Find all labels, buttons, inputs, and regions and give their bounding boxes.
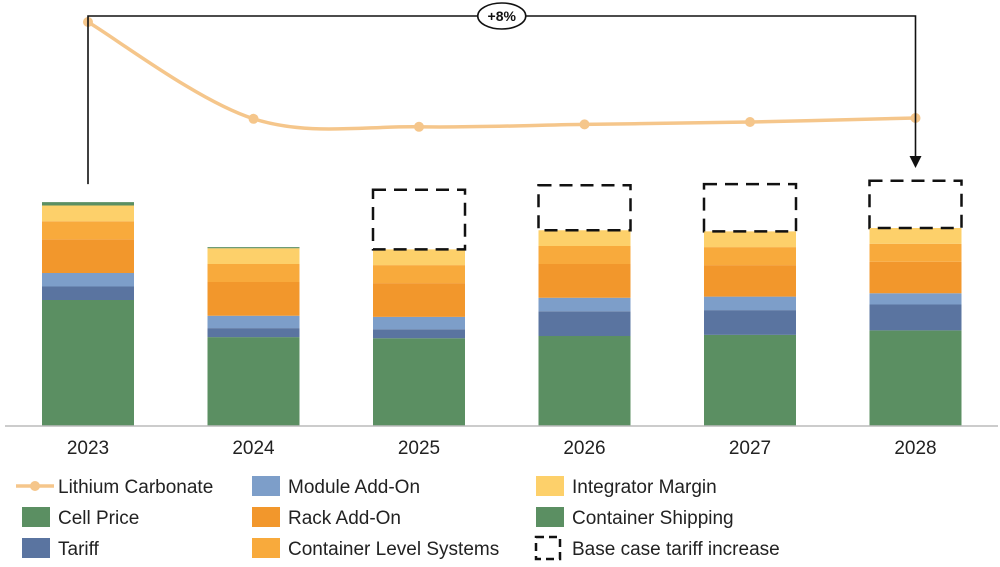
x-tick-2027: 2027 bbox=[729, 438, 771, 459]
legend-swatch-module-add-on bbox=[252, 476, 280, 496]
tariff-increase-layer bbox=[371, 179, 963, 251]
legend-swatch-tariff bbox=[22, 538, 50, 558]
legend-swatch-cell-price bbox=[22, 507, 50, 527]
bar-integrator-margin-2025 bbox=[373, 249, 465, 266]
bar-module-add-on-2028 bbox=[869, 293, 962, 305]
bar-tariff-2025 bbox=[373, 329, 465, 339]
x-tick-2028: 2028 bbox=[894, 438, 936, 459]
bar-cell-price-2024 bbox=[207, 337, 300, 426]
legend-label-cell-price: Cell Price bbox=[58, 508, 139, 529]
lithium-carbonate-point-2026 bbox=[579, 119, 590, 130]
bars-layer bbox=[42, 202, 962, 426]
legend-swatch-base-case-tariff-increase bbox=[534, 535, 562, 561]
bar-tariff-2026 bbox=[538, 311, 631, 336]
bar-rack-add-on-2026 bbox=[538, 264, 631, 298]
growth-annotation: +8% bbox=[87, 2, 922, 185]
growth-arrow-head bbox=[909, 156, 922, 168]
x-tick-2024: 2024 bbox=[232, 438, 275, 459]
bar-module-add-on-2025 bbox=[373, 316, 465, 330]
bar-cell-price-2025 bbox=[373, 338, 465, 426]
bar-rack-add-on-2023 bbox=[42, 239, 134, 273]
bar-module-add-on-2026 bbox=[538, 297, 631, 312]
bar-cell-price-2028 bbox=[869, 330, 962, 426]
bar-cell-price-2023 bbox=[42, 300, 134, 426]
lithium-carbonate-point-2024 bbox=[248, 113, 259, 124]
bar-integrator-margin-2027 bbox=[704, 231, 796, 248]
x-tick-2023: 2023 bbox=[67, 438, 109, 459]
bar-container-level-systems-2028 bbox=[869, 243, 962, 262]
bar-module-add-on-2023 bbox=[42, 273, 134, 287]
tariff-increase-box-2026 bbox=[537, 184, 632, 232]
legend-swatch-rack-add-on bbox=[252, 507, 280, 527]
x-axis-ticks: 2023 2024 2025 2026 2027 2028 bbox=[67, 438, 937, 459]
legend-label-integrator-margin: Integrator Margin bbox=[572, 477, 717, 498]
legend-swatch-integrator-margin bbox=[536, 476, 564, 496]
bar-tariff-2027 bbox=[704, 310, 796, 335]
legend-label-rack-add-on: Rack Add-On bbox=[288, 508, 401, 529]
legend-label-base-case-tariff-increase: Base case tariff increase bbox=[572, 539, 780, 560]
bar-rack-add-on-2025 bbox=[373, 283, 465, 317]
tariff-increase-box-2027 bbox=[702, 182, 798, 233]
bar-tariff-2024 bbox=[207, 328, 300, 338]
bar-rack-add-on-2027 bbox=[704, 265, 796, 297]
legend-swatch-container-shipping bbox=[536, 507, 564, 527]
bar-integrator-margin-2024 bbox=[207, 248, 300, 264]
legend-swatch-container-level-systems bbox=[252, 538, 280, 558]
bar-integrator-margin-2026 bbox=[538, 230, 631, 246]
lithium-carbonate-line-layer bbox=[83, 17, 921, 132]
bar-integrator-margin-2023 bbox=[42, 205, 134, 222]
bar-container-level-systems-2023 bbox=[42, 221, 134, 240]
legend-label-module-add-on: Module Add-On bbox=[288, 477, 420, 498]
legend-label-tariff: Tariff bbox=[58, 539, 100, 560]
tariff-increase-box-2025 bbox=[371, 188, 467, 251]
x-tick-2025: 2025 bbox=[398, 438, 440, 459]
bar-container-level-systems-2025 bbox=[373, 265, 465, 284]
bar-tariff-2028 bbox=[869, 304, 962, 331]
lithium-carbonate-point-2027 bbox=[745, 117, 755, 127]
bar-rack-add-on-2028 bbox=[869, 261, 962, 294]
bar-cell-price-2027 bbox=[704, 334, 796, 426]
bar-container-shipping-2023 bbox=[42, 202, 134, 206]
lithium-carbonate-line bbox=[87, 20, 916, 131]
lithium-carbonate-point-2025 bbox=[414, 121, 424, 132]
legend-label-container-level-systems: Container Level Systems bbox=[288, 539, 499, 560]
bar-module-add-on-2027 bbox=[704, 296, 796, 311]
bar-cell-price-2026 bbox=[538, 336, 631, 426]
tariff-increase-box-2028 bbox=[868, 179, 963, 230]
bar-container-level-systems-2026 bbox=[538, 246, 631, 264]
legend-label-lithium-carbonate: Lithium Carbonate bbox=[58, 477, 213, 498]
bar-container-shipping-2024 bbox=[207, 247, 300, 249]
bar-rack-add-on-2024 bbox=[207, 282, 300, 316]
legend: Lithium Carbonate Cell Price Tariff Module … bbox=[16, 476, 780, 561]
growth-badge-label: +8% bbox=[488, 8, 517, 24]
bar-module-add-on-2024 bbox=[207, 315, 300, 329]
bar-container-level-systems-2027 bbox=[704, 247, 796, 266]
bar-tariff-2023 bbox=[42, 286, 134, 300]
bar-container-level-systems-2024 bbox=[207, 264, 300, 282]
x-tick-2026: 2026 bbox=[563, 438, 605, 459]
legend-label-container-shipping: Container Shipping bbox=[572, 508, 734, 529]
legend-marker-lithium-carbonate bbox=[30, 481, 40, 491]
bar-integrator-margin-2028 bbox=[869, 228, 962, 244]
growth-badge bbox=[476, 2, 527, 30]
